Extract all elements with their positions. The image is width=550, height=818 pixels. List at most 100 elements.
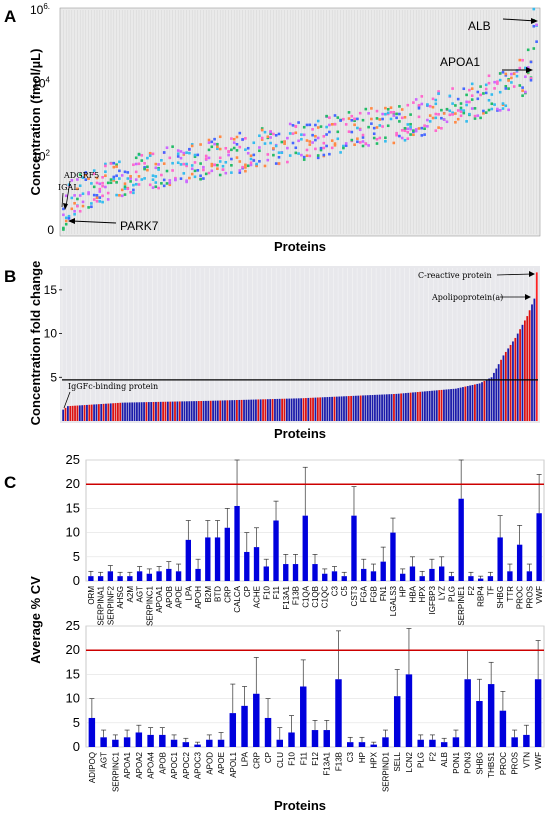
panel-c-y-tick-label: 5 bbox=[73, 549, 80, 564]
panel-b-bar bbox=[300, 398, 303, 421]
panel-b-bar bbox=[190, 401, 193, 421]
panel-c-bar bbox=[170, 739, 178, 747]
panel-b-bar bbox=[345, 396, 348, 421]
panel-a-data-point bbox=[384, 106, 387, 110]
panel-b-bar bbox=[290, 398, 293, 421]
panel-b-bar bbox=[447, 389, 450, 421]
panel-a-data-point bbox=[305, 123, 309, 127]
panel-a-data-point bbox=[330, 123, 334, 126]
panel-a-data-point bbox=[521, 94, 524, 97]
panel-b-x-axis-label: Proteins bbox=[274, 426, 326, 441]
annotation-crp-arrow bbox=[496, 273, 533, 276]
panel-a-data-point bbox=[64, 219, 68, 223]
panel-a-data-point bbox=[356, 140, 359, 144]
panel-b-bar bbox=[178, 401, 181, 421]
panel-a-data-point bbox=[255, 164, 258, 168]
panel-c-bar bbox=[347, 742, 354, 747]
panel-c-bar bbox=[195, 568, 201, 581]
panel-b-bar bbox=[181, 401, 184, 421]
panel-c-bar bbox=[448, 576, 455, 581]
panel-a-data-point bbox=[386, 111, 390, 115]
panel-b-bar bbox=[233, 400, 236, 421]
panel-b-bar bbox=[155, 401, 157, 421]
panel-c-category-label: CLU bbox=[276, 752, 285, 768]
panel-a-data-point bbox=[115, 165, 118, 168]
panel-b-bar bbox=[424, 391, 426, 421]
panel-a-data-point bbox=[311, 141, 314, 144]
panel-c-category-label: APOL1 bbox=[229, 751, 238, 777]
panel-a-data-point bbox=[395, 131, 398, 135]
panel-a-data-point bbox=[476, 114, 480, 117]
panel-c-bar bbox=[497, 537, 503, 581]
panel-c-bar bbox=[358, 742, 366, 747]
panel-a-data-point bbox=[316, 156, 320, 160]
panel-c-category-label: A2M bbox=[126, 586, 135, 603]
panel-b-y-tick-label: 15 bbox=[44, 283, 58, 297]
panel-a-data-point bbox=[333, 122, 337, 126]
panel-a-data-point bbox=[238, 131, 242, 135]
panel-a-data-point bbox=[325, 125, 328, 129]
panel-a-data-point bbox=[291, 132, 295, 135]
panel-a-data-point bbox=[367, 144, 370, 147]
panel-a-data-point bbox=[308, 143, 312, 146]
panel-a-data-point bbox=[294, 125, 298, 128]
panel-a-data-point bbox=[87, 192, 90, 196]
panel-a-data-point bbox=[322, 146, 326, 150]
panel-a-data-point bbox=[294, 131, 298, 135]
panel-a-data-point bbox=[406, 130, 410, 134]
panel-c-bar bbox=[458, 498, 464, 581]
panel-a-data-point bbox=[434, 129, 438, 132]
panel-b-bar bbox=[83, 405, 86, 421]
panel-b-bar bbox=[438, 390, 441, 421]
panel-a-data-point bbox=[476, 97, 480, 101]
panel-b-bar bbox=[131, 402, 134, 421]
panel-c-category-label: THBS1 bbox=[487, 751, 496, 777]
panel-c-category-label: APOA4 bbox=[147, 751, 156, 778]
panel-a-data-point bbox=[232, 137, 236, 141]
panel-a-data-point bbox=[168, 181, 172, 185]
panel-a-data-point bbox=[258, 149, 261, 153]
panel-b-bar bbox=[312, 397, 314, 421]
panel-b-bar bbox=[340, 396, 343, 421]
panel-c-category-label: PROC bbox=[516, 586, 525, 609]
panel-a-data-point bbox=[129, 175, 132, 178]
panel-b-bar bbox=[381, 394, 383, 421]
annotation-adgrf5-arrow bbox=[65, 180, 71, 208]
panel-a-data-point bbox=[358, 111, 362, 115]
panel-a-data-point bbox=[442, 112, 446, 115]
panel-a-data-point bbox=[498, 78, 502, 82]
panel-a-data-point bbox=[126, 177, 130, 180]
panel-a-data-point bbox=[333, 114, 337, 117]
panel-a-data-point bbox=[224, 160, 228, 164]
panel-c-bar bbox=[440, 742, 448, 747]
panel-a-data-point bbox=[246, 164, 250, 168]
panel-c-bar bbox=[523, 734, 530, 747]
panel-a-data-point bbox=[283, 142, 286, 145]
panel-b-bar bbox=[328, 396, 331, 421]
panel-a-data-point bbox=[414, 129, 418, 133]
panel-b-bar bbox=[452, 388, 455, 421]
panel-a-data-point bbox=[118, 177, 121, 180]
panel-a-data-point bbox=[213, 137, 216, 141]
panel-a-data-point bbox=[126, 171, 130, 174]
panel-a-data-point bbox=[339, 151, 342, 154]
panel-a-data-point bbox=[384, 112, 387, 116]
panel-a-data-point bbox=[104, 170, 107, 173]
panel-c-category-label: TTR bbox=[506, 586, 515, 602]
panel-b-bar bbox=[364, 395, 367, 421]
panel-a-data-point bbox=[504, 87, 508, 90]
panel-a-data-point bbox=[386, 124, 390, 128]
panel-a-data-point bbox=[322, 141, 326, 145]
panel-a-data-point bbox=[154, 181, 158, 184]
panel-a-data-point bbox=[115, 181, 118, 184]
panel-a-data-point bbox=[498, 109, 502, 112]
panel-a-data-point bbox=[524, 90, 527, 94]
panel-a-data-point bbox=[176, 149, 180, 152]
panel-a-data-point bbox=[507, 108, 510, 112]
panel-a-data-point bbox=[73, 209, 76, 213]
panel-a-data-point bbox=[462, 87, 466, 91]
panel-c-category-label: C1QC bbox=[321, 586, 330, 608]
panel-a-data-point bbox=[479, 116, 482, 120]
panel-a-data-point bbox=[199, 143, 202, 146]
panel-a-data-point bbox=[400, 136, 404, 140]
